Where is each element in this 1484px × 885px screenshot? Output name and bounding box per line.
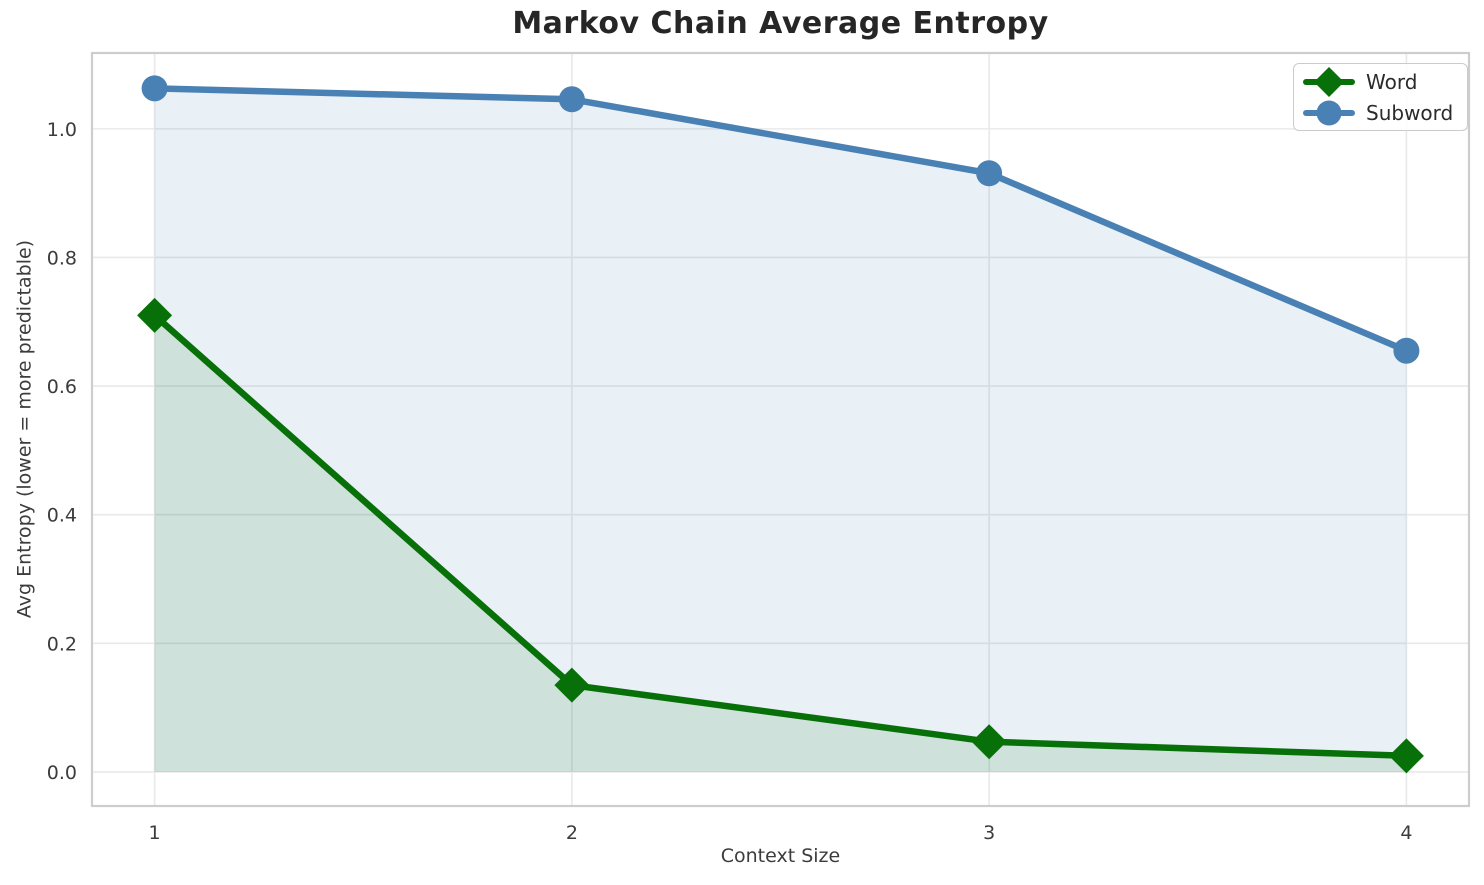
y-tick-label: 0.0 bbox=[47, 762, 77, 784]
y-tick-label: 1.0 bbox=[47, 119, 77, 141]
chart-title: Markov Chain Average Entropy bbox=[512, 6, 1049, 41]
y-tick-label: 0.2 bbox=[47, 633, 77, 655]
y-tick-label: 0.4 bbox=[47, 505, 77, 527]
y-tick-label: 0.6 bbox=[47, 376, 77, 398]
x-tick-label: 2 bbox=[566, 822, 578, 844]
word-marker-x3 bbox=[971, 724, 1007, 760]
legend-label-subword: Subword bbox=[1366, 100, 1454, 125]
y-tick-label: 0.8 bbox=[47, 247, 77, 269]
subword-marker-x2 bbox=[558, 86, 585, 113]
x-axis-label: Context Size bbox=[720, 845, 841, 867]
word-line bbox=[151, 312, 1410, 760]
word-marker-x4 bbox=[1388, 738, 1424, 774]
word-marker-x1 bbox=[137, 297, 173, 333]
legend: Word Subword bbox=[1293, 63, 1469, 131]
x-tick-label: 3 bbox=[983, 822, 995, 844]
subword-line bbox=[151, 85, 1410, 354]
word-diamond-legend-icon bbox=[1303, 66, 1355, 97]
word-area-fill bbox=[154, 315, 1407, 772]
x-tick-label: 1 bbox=[149, 822, 161, 844]
y-axis-label: Avg Entropy (lower = more predictable) bbox=[13, 239, 36, 619]
legend-label-word: Word bbox=[1366, 69, 1418, 94]
subword-area-fill bbox=[154, 88, 1407, 772]
subword-circle-legend-icon bbox=[1303, 100, 1355, 125]
legend-item-word: Word bbox=[1302, 66, 1453, 97]
subword-marker-x4 bbox=[1393, 337, 1420, 364]
legend-item-subword: Subword bbox=[1302, 97, 1453, 128]
subword-marker-x3 bbox=[976, 160, 1003, 187]
subword-marker-x1 bbox=[141, 75, 168, 102]
word-marker-x2 bbox=[554, 667, 590, 703]
x-tick-label: 4 bbox=[1400, 822, 1412, 844]
plot-border bbox=[90, 51, 1471, 808]
